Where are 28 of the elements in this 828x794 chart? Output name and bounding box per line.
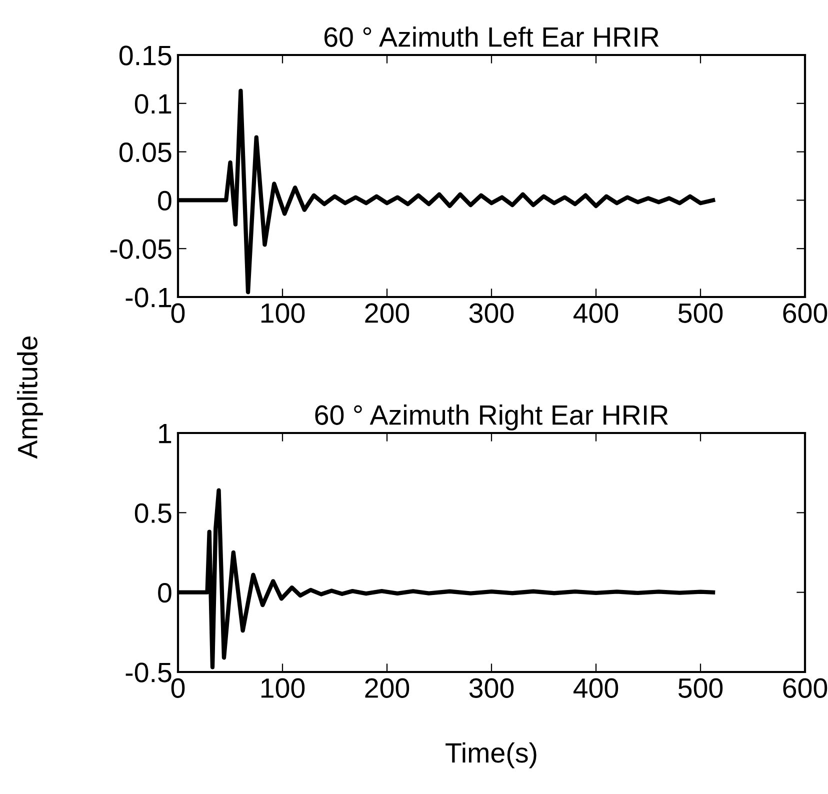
x-axis-title: Time(s)	[446, 742, 536, 768]
y-tick-label: 0.15	[119, 46, 172, 66]
y-tick-label: 0.1	[134, 94, 172, 114]
y-tick-label: 0	[158, 190, 172, 211]
y-tick-label: 0.05	[119, 142, 172, 162]
x-tick-label: 100	[261, 303, 305, 323]
y-tick-label: 1	[159, 424, 172, 444]
x-tick-label: 500	[678, 678, 723, 698]
y-tick-label: 0	[158, 583, 172, 603]
x-tick-label: 600	[783, 303, 828, 323]
x-tick-label: 600	[783, 678, 828, 698]
x-tick-label: 400	[573, 678, 618, 698]
x-tick-label: 0	[171, 303, 185, 323]
x-tick-label: 400	[573, 303, 618, 323]
y-axis-title: Amplitude	[17, 336, 43, 459]
chart-title: 60 ° Azimuth Right Ear HRIR	[315, 404, 668, 430]
x-tick-label: 200	[365, 303, 410, 323]
y-tick-label: -0.05	[110, 239, 172, 259]
x-tick-label: 0	[171, 678, 185, 698]
x-tick-label: 500	[678, 303, 723, 323]
chart-title: 60 ° Azimuth Left Ear HRIR	[324, 26, 659, 47]
x-tick-label: 300	[469, 678, 514, 698]
y-tick-label: -0.1	[126, 288, 172, 308]
y-tick-label: 0.5	[134, 503, 172, 524]
x-tick-label: 100	[261, 678, 305, 698]
x-tick-label: 200	[365, 678, 410, 698]
x-tick-label: 300	[469, 303, 514, 323]
y-tick-label: -0.5	[126, 662, 172, 682]
